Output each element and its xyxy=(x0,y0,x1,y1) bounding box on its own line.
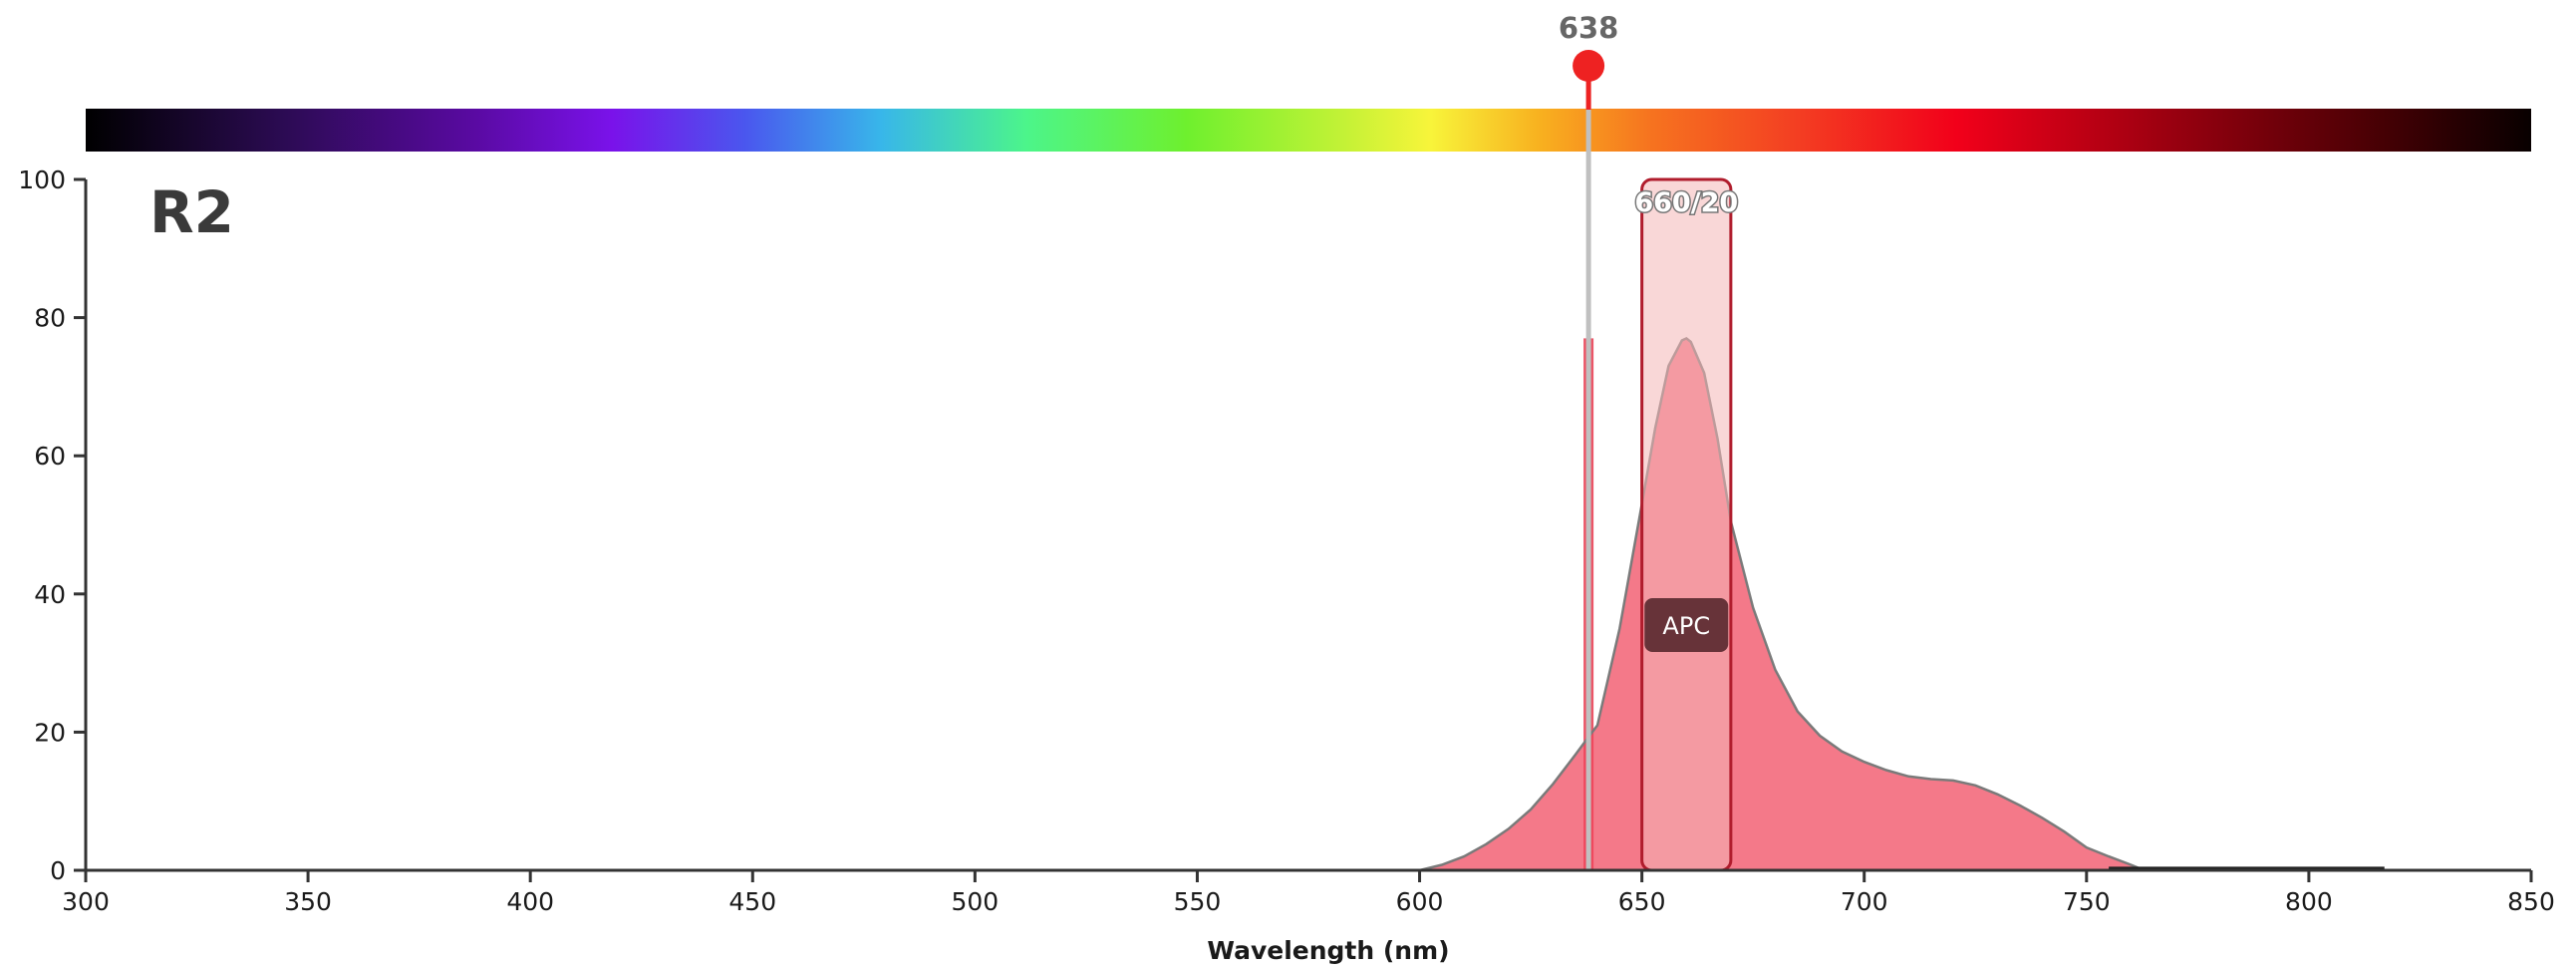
y-tick-label: 20 xyxy=(34,718,66,747)
y-tick-label: 0 xyxy=(50,856,66,885)
filter-label: 660/20 xyxy=(1634,187,1738,218)
x-tick-label: 700 xyxy=(1841,887,1888,916)
dye-label: APC xyxy=(1662,612,1710,640)
spectrum-color-bar xyxy=(86,109,2531,152)
x-tick-label: 450 xyxy=(728,887,776,916)
x-tick-label: 600 xyxy=(1396,887,1444,916)
y-tick-label: 100 xyxy=(18,165,66,194)
series-area-apc xyxy=(1419,338,2145,870)
x-tick-label: 550 xyxy=(1174,887,1222,916)
filter-layer xyxy=(1640,177,1733,872)
dye-label-tag xyxy=(1644,597,1729,652)
panel-label: R2 xyxy=(149,178,234,246)
x-tick-label: 650 xyxy=(1618,887,1666,916)
x-tick-label: 850 xyxy=(2507,887,2555,916)
laser-marker xyxy=(1573,50,1605,82)
filter-band-fill xyxy=(1641,179,1731,870)
x-tick-label: 800 xyxy=(2285,887,2333,916)
labels-layer: 638 660/20 APC xyxy=(1559,11,1740,652)
y-tick-label: 80 xyxy=(34,304,66,333)
y-tick-label: 60 xyxy=(34,442,66,471)
x-axis-title: Wavelength (nm) xyxy=(1207,936,1449,965)
laser-layer xyxy=(1573,50,1605,870)
series-layer xyxy=(1419,336,2385,872)
axes-layer: 300 350 400 450 500 550 600 650 700 750 800 850 0 20 4… xyxy=(18,165,2555,916)
x-tick-label: 350 xyxy=(284,887,332,916)
x-tick-label: 500 xyxy=(952,887,1000,916)
laser-wavelength-label: 638 xyxy=(1559,11,1619,45)
x-tick-label: 300 xyxy=(62,887,110,916)
x-tick-label: 400 xyxy=(506,887,554,916)
y-tick-label: 40 xyxy=(34,580,66,609)
x-tick-label: 750 xyxy=(2063,887,2111,916)
